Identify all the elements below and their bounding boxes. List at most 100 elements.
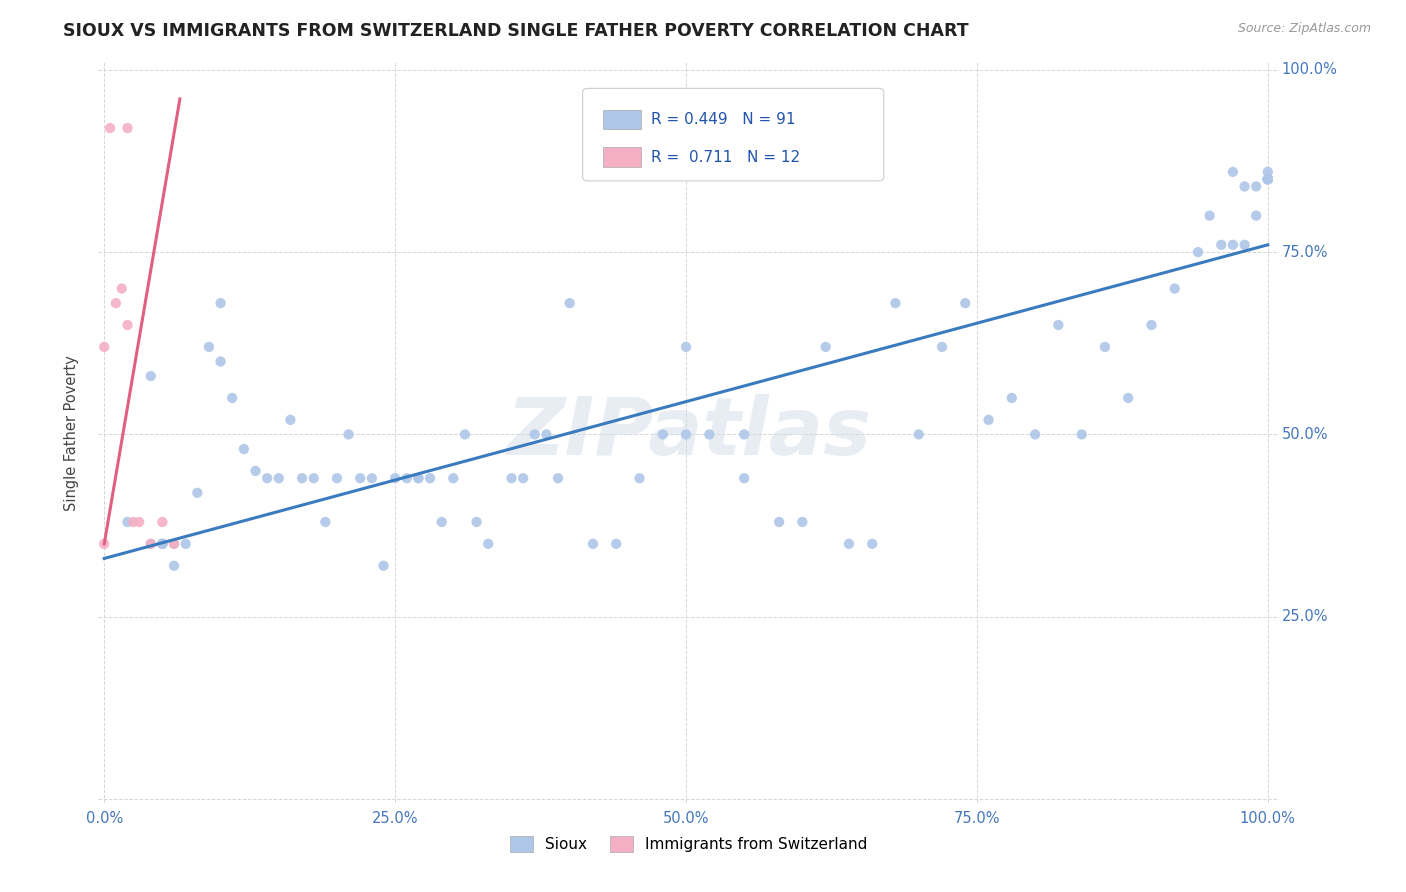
Point <box>931 340 953 354</box>
Point <box>1001 391 1024 405</box>
Point <box>384 471 406 485</box>
Point <box>152 537 174 551</box>
Point <box>1257 172 1279 186</box>
Point <box>139 369 162 384</box>
Point <box>523 427 546 442</box>
Point <box>1198 209 1220 223</box>
Point <box>536 427 558 442</box>
Point <box>1257 172 1279 186</box>
Point <box>1257 172 1279 186</box>
Point <box>1047 318 1070 332</box>
Point <box>209 296 232 310</box>
Point <box>1244 209 1267 223</box>
Point <box>152 537 174 551</box>
Point <box>1257 172 1279 186</box>
Point <box>651 427 673 442</box>
Point <box>547 471 569 485</box>
Point <box>280 413 302 427</box>
Point <box>98 121 121 136</box>
Point <box>465 515 488 529</box>
Point <box>408 471 430 485</box>
Point <box>977 413 1000 427</box>
Text: 100.0%: 100.0% <box>1282 62 1337 78</box>
Point <box>1257 172 1279 186</box>
Point <box>104 296 127 310</box>
Point <box>1257 172 1279 186</box>
Text: 25.0%: 25.0% <box>1282 609 1329 624</box>
Text: R = 0.449   N = 91: R = 0.449 N = 91 <box>651 112 796 127</box>
Point <box>408 471 430 485</box>
Point <box>232 442 254 456</box>
Point <box>1211 237 1233 252</box>
Point <box>1257 172 1279 186</box>
Point <box>245 464 267 478</box>
Point <box>628 471 651 485</box>
FancyBboxPatch shape <box>603 110 641 129</box>
Point <box>256 471 278 485</box>
Point <box>198 340 221 354</box>
Point <box>291 471 314 485</box>
Point <box>152 537 174 551</box>
Point <box>768 515 790 529</box>
Point <box>907 427 929 442</box>
Point <box>733 471 755 485</box>
Point <box>512 471 534 485</box>
Point <box>1222 165 1244 179</box>
Point <box>373 558 395 573</box>
Point <box>1222 237 1244 252</box>
Point <box>792 515 814 529</box>
Point <box>884 296 907 310</box>
Point <box>326 471 349 485</box>
Point <box>1024 427 1046 442</box>
Text: ZIPatlas: ZIPatlas <box>506 393 872 472</box>
Point <box>838 537 860 551</box>
Point <box>395 471 418 485</box>
Text: 75.0%: 75.0% <box>1282 244 1329 260</box>
Point <box>128 515 150 529</box>
Point <box>163 537 186 551</box>
Point <box>163 537 186 551</box>
Point <box>501 471 523 485</box>
Text: Source: ZipAtlas.com: Source: ZipAtlas.com <box>1237 22 1371 36</box>
Point <box>117 318 139 332</box>
Legend: Sioux, Immigrants from Switzerland: Sioux, Immigrants from Switzerland <box>503 830 875 858</box>
Point <box>733 427 755 442</box>
Point <box>152 515 174 529</box>
Point <box>267 471 290 485</box>
FancyBboxPatch shape <box>603 147 641 167</box>
Point <box>174 537 197 551</box>
Point <box>558 296 581 310</box>
Point <box>477 537 499 551</box>
Point <box>1257 165 1279 179</box>
Point <box>152 537 174 551</box>
Point <box>360 471 382 485</box>
Point <box>675 340 697 354</box>
Point <box>814 340 837 354</box>
Point <box>1187 245 1209 260</box>
Point <box>314 515 336 529</box>
Point <box>337 427 360 442</box>
Point <box>1164 281 1187 295</box>
Point <box>221 391 243 405</box>
Point <box>697 427 720 442</box>
Point <box>1257 172 1279 186</box>
Point <box>302 471 325 485</box>
Point <box>163 558 186 573</box>
Point <box>955 296 977 310</box>
FancyBboxPatch shape <box>582 88 884 181</box>
Point <box>1257 172 1279 186</box>
Point <box>209 354 232 368</box>
Point <box>454 427 477 442</box>
Point <box>139 537 162 551</box>
Point <box>93 537 115 551</box>
Point <box>1244 179 1267 194</box>
Text: SIOUX VS IMMIGRANTS FROM SWITZERLAND SINGLE FATHER POVERTY CORRELATION CHART: SIOUX VS IMMIGRANTS FROM SWITZERLAND SIN… <box>63 22 969 40</box>
Point <box>441 471 464 485</box>
Point <box>122 515 145 529</box>
Point <box>1140 318 1163 332</box>
Point <box>1233 237 1256 252</box>
Text: R =  0.711   N = 12: R = 0.711 N = 12 <box>651 150 800 164</box>
Point <box>139 537 162 551</box>
Point <box>675 427 697 442</box>
Point <box>860 537 883 551</box>
